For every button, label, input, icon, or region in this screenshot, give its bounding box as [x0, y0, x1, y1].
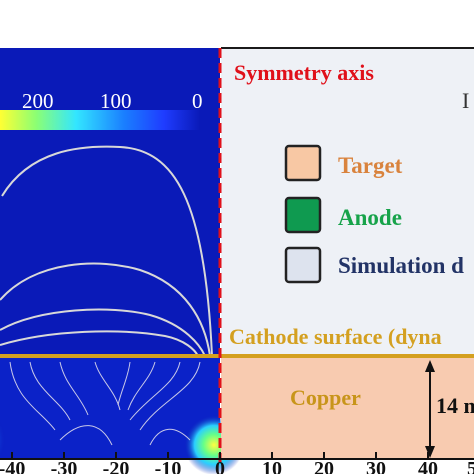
legend-label-simulation-domain: Simulation d [338, 253, 464, 278]
x-axis-tick-labels: -40 -30 -20 -10 0 10 20 30 40 5 [0, 458, 474, 474]
x-tick-label: -10 [155, 458, 182, 474]
legend-item-anode: Anode [284, 196, 402, 234]
legend-swatch-anode [284, 196, 322, 234]
symmetry-axis-label: Symmetry axis [234, 60, 374, 85]
dimension-arrow [425, 360, 435, 458]
cathode-surface-label: Cathode surface (dyna [229, 324, 442, 349]
legend-label-target: Target [338, 153, 403, 178]
x-tick-label: 40 [418, 458, 438, 474]
x-tick-label: -20 [103, 458, 130, 474]
dimension-label: 14 m [436, 393, 474, 418]
x-tick-label: -30 [51, 458, 78, 474]
legend-swatch-target [284, 144, 322, 182]
colorbar-tick-0: 0 [192, 89, 203, 113]
x-tick-label: -40 [0, 458, 25, 474]
copper-block [221, 358, 474, 458]
legend-partial-mark: I [462, 88, 469, 113]
legend-panel [221, 48, 474, 354]
hotspot-left [0, 410, 30, 470]
copper-label: Copper [290, 385, 361, 410]
x-tick-label: 20 [314, 458, 334, 474]
x-tick-label: 5 [467, 458, 474, 474]
legend-swatch-simulation-domain [284, 246, 322, 284]
lower-contour-lines [9, 361, 201, 446]
x-axis-ticks [11, 452, 429, 459]
legend-label-anode: Anode [338, 205, 402, 230]
x-tick-label: 0 [215, 458, 225, 474]
contour-lines [0, 145, 213, 357]
colorbar-tick-100: 100 [100, 89, 132, 113]
legend-item-target: Target [284, 144, 403, 182]
colorbar-tick-200: 200 [22, 89, 54, 113]
x-tick-label: 10 [262, 458, 282, 474]
legend-item-simulation-domain: Simulation d [284, 246, 464, 284]
x-tick-label: 30 [366, 458, 386, 474]
colorbar [0, 110, 200, 130]
